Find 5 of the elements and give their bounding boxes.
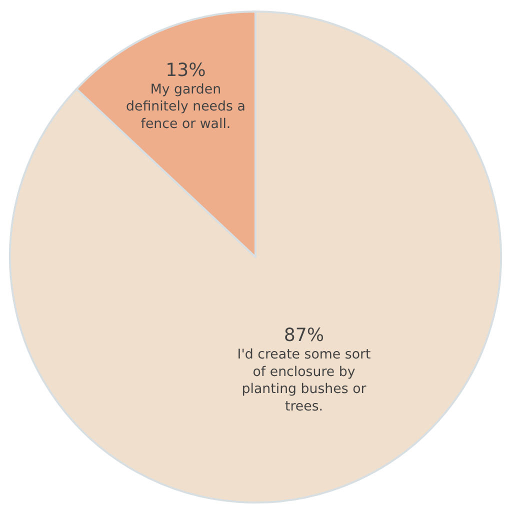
slice-label: My garden definitely needs a fence or wall. bbox=[126, 82, 246, 132]
data-label: 13% bbox=[166, 60, 206, 81]
pie-slice bbox=[9, 10, 502, 504]
slice-label: I'd create some sort of enclosure by planting bushes or trees. bbox=[237, 347, 371, 415]
data-label: 87% bbox=[284, 325, 324, 346]
